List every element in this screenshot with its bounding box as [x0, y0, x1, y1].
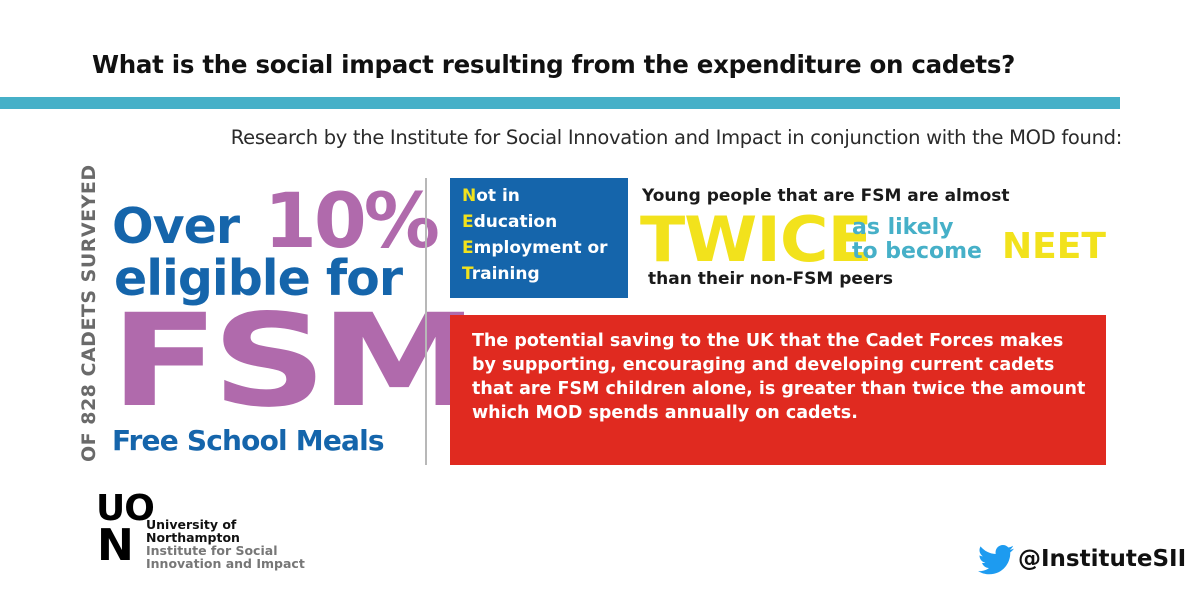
page-title: What is the social impact resulting from…: [92, 50, 1016, 79]
eligible-label: eligible for: [114, 250, 403, 307]
neet-line-training: Training: [462, 264, 540, 284]
neet-word: NEET: [1002, 226, 1106, 267]
twitter-handle[interactable]: @InstituteSII: [1018, 546, 1187, 572]
percent-value: 10%: [264, 176, 440, 265]
neet-initial: N: [462, 186, 477, 206]
neet-rest: ot in: [476, 186, 520, 206]
neet-rest: mployment or: [473, 238, 608, 258]
twice-word: TWICE: [640, 203, 873, 276]
neet-rest: raining: [471, 264, 540, 284]
university-name-line-1: University of: [146, 517, 237, 532]
fsm-full-name: Free School Meals: [112, 424, 385, 457]
institute-name-line-2: Innovation and Impact: [146, 556, 305, 571]
neet-line-education: Education: [462, 212, 557, 232]
logo-mark-top: UO: [96, 488, 155, 529]
logo-mark-bottom: N: [97, 520, 134, 571]
neet-rest: ducation: [473, 212, 558, 232]
survey-side-caption: OF 828 CADETS SURVEYED: [78, 164, 100, 462]
neet-definition-box: Not in Education Employment or Training: [450, 178, 628, 298]
vertical-divider: [425, 178, 427, 465]
title-divider-bar: [0, 97, 1120, 109]
saving-statement-box: The potential saving to the UK that the …: [450, 315, 1106, 465]
likely-text: as likely to become: [852, 216, 982, 264]
university-logo-text: University of Northampton Institute for …: [146, 518, 305, 570]
neet-line-employment: Employment or: [462, 238, 608, 258]
saving-statement-text: The potential saving to the UK that the …: [472, 331, 1086, 423]
university-name-line-2: Northampton: [146, 530, 240, 545]
twitter-bird-icon: [978, 545, 1014, 575]
likely-line-2: to become: [852, 239, 982, 264]
likely-line-1: as likely: [852, 215, 954, 240]
over-label: Over: [112, 198, 240, 255]
neet-line-not: Not in: [462, 186, 520, 206]
twice-tail-text: than their non-FSM peers: [648, 269, 893, 289]
page-subtitle: Research by the Institute for Social Inn…: [230, 126, 1123, 149]
neet-initial: E: [462, 238, 474, 258]
institute-name-line-1: Institute for Social: [146, 543, 278, 558]
neet-initial: E: [462, 212, 474, 232]
neet-initial: T: [462, 264, 472, 284]
fsm-acronym: FSM: [110, 287, 479, 436]
twice-lead-text: Young people that are FSM are almost: [642, 186, 1010, 206]
